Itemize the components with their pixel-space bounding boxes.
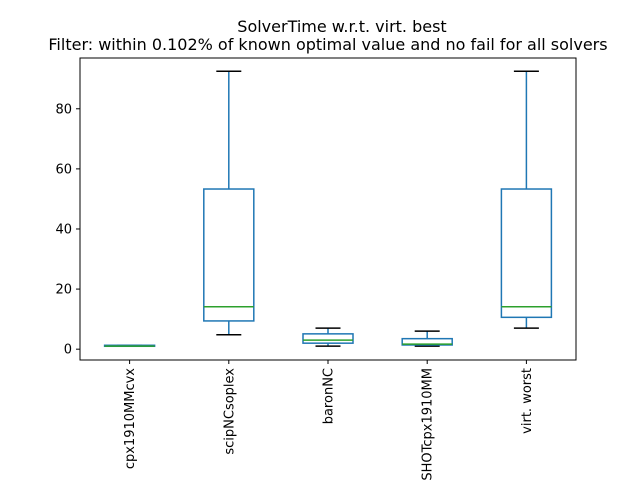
y-tick-label: 60 [55, 162, 72, 177]
y-tick-label: 0 [64, 343, 72, 358]
box [302, 333, 354, 344]
chart-subtitle: Filter: within 0.102% of known optimal v… [48, 35, 607, 54]
x-tick-label: SHOTcpx1910MM [421, 368, 436, 480]
box [203, 188, 255, 322]
x-tick-label: virt. worst [520, 368, 535, 434]
x-tick-label: baronNC [322, 368, 337, 424]
y-tick-label: 80 [55, 102, 72, 117]
x-tick-label: cpx1910MMcvx [123, 368, 138, 469]
y-tick-label: 40 [55, 222, 72, 237]
box [500, 188, 553, 319]
box [401, 337, 453, 346]
plot-area: 0 20 40 60 80 cpx1910MMcvx scipNCsoplex baronNC… [55, 57, 577, 480]
chart-title: SolverTime w.r.t. virt. best [237, 17, 446, 36]
y-tick-label: 20 [55, 283, 72, 298]
x-tick-label: scipNCsoplex [222, 368, 237, 455]
